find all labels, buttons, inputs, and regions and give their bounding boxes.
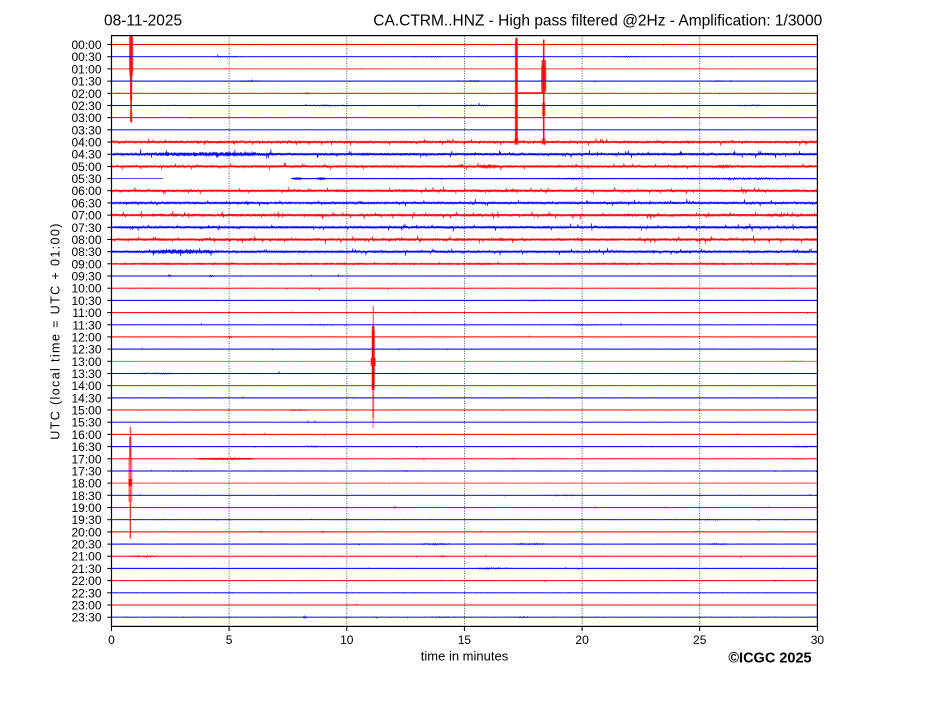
svg-text:12:00: 12:00 (71, 330, 101, 344)
svg-text:00:00: 00:00 (71, 38, 101, 52)
svg-text:22:30: 22:30 (71, 586, 101, 600)
svg-text:25: 25 (693, 633, 707, 647)
svg-text:18:00: 18:00 (71, 477, 101, 491)
svg-text:08:30: 08:30 (71, 245, 101, 259)
svg-text:15: 15 (458, 633, 472, 647)
svg-text:02:30: 02:30 (71, 99, 101, 113)
svg-text:19:00: 19:00 (71, 501, 101, 515)
svg-text:17:30: 17:30 (71, 465, 101, 479)
svg-text:09:00: 09:00 (71, 257, 101, 271)
svg-text:15:30: 15:30 (71, 416, 101, 430)
svg-text:30: 30 (811, 633, 825, 647)
svg-text:time in minutes: time in minutes (421, 649, 509, 664)
svg-text:04:30: 04:30 (71, 148, 101, 162)
svg-text:06:00: 06:00 (71, 184, 101, 198)
svg-text:13:00: 13:00 (71, 355, 101, 369)
svg-text:08:00: 08:00 (71, 233, 101, 247)
svg-text:16:00: 16:00 (71, 428, 101, 442)
svg-text:03:00: 03:00 (71, 111, 101, 125)
svg-text:23:00: 23:00 (71, 599, 101, 613)
svg-text:10: 10 (340, 633, 354, 647)
svg-text:19:30: 19:30 (71, 513, 101, 527)
svg-text:07:30: 07:30 (71, 221, 101, 235)
svg-text:5: 5 (226, 633, 233, 647)
svg-text:07:00: 07:00 (71, 209, 101, 223)
svg-text:05:30: 05:30 (71, 172, 101, 186)
svg-text:03:30: 03:30 (71, 123, 101, 137)
svg-text:04:00: 04:00 (71, 136, 101, 150)
svg-text:02:00: 02:00 (71, 87, 101, 101)
svg-text:13:30: 13:30 (71, 367, 101, 381)
svg-text:20: 20 (575, 633, 589, 647)
svg-text:06:30: 06:30 (71, 196, 101, 210)
svg-text:10:00: 10:00 (71, 282, 101, 296)
svg-text:11:00: 11:00 (72, 306, 101, 320)
svg-text:23:30: 23:30 (71, 611, 101, 625)
svg-text:14:30: 14:30 (71, 391, 101, 405)
svg-text:21:00: 21:00 (71, 550, 101, 564)
svg-text:01:00: 01:00 (71, 62, 101, 76)
svg-text:20:00: 20:00 (71, 525, 101, 539)
svg-text:14:00: 14:00 (71, 379, 101, 393)
svg-text:16:30: 16:30 (71, 440, 101, 454)
svg-text:©ICGC 2025: ©ICGC 2025 (728, 651, 811, 667)
svg-text:09:30: 09:30 (71, 270, 101, 284)
svg-text:CA.CTRM..HNZ - High pass filte: CA.CTRM..HNZ - High pass filtered @2Hz -… (373, 12, 822, 29)
svg-text:11:30: 11:30 (72, 318, 101, 332)
svg-text:UTC (local time = UTC + 01:00): UTC (local time = UTC + 01:00) (49, 222, 63, 440)
svg-text:10:30: 10:30 (71, 294, 101, 308)
svg-text:12:30: 12:30 (71, 343, 101, 357)
svg-text:00:30: 00:30 (71, 50, 101, 64)
svg-text:05:00: 05:00 (71, 160, 101, 174)
svg-text:17:00: 17:00 (71, 452, 101, 466)
svg-text:0: 0 (108, 633, 115, 647)
svg-text:18:30: 18:30 (71, 489, 101, 503)
svg-text:01:30: 01:30 (71, 75, 101, 89)
svg-text:15:00: 15:00 (71, 404, 101, 418)
svg-text:21:30: 21:30 (71, 562, 101, 576)
svg-text:08-11-2025: 08-11-2025 (104, 12, 182, 29)
svg-text:22:00: 22:00 (71, 574, 101, 588)
svg-text:20:30: 20:30 (71, 538, 101, 552)
